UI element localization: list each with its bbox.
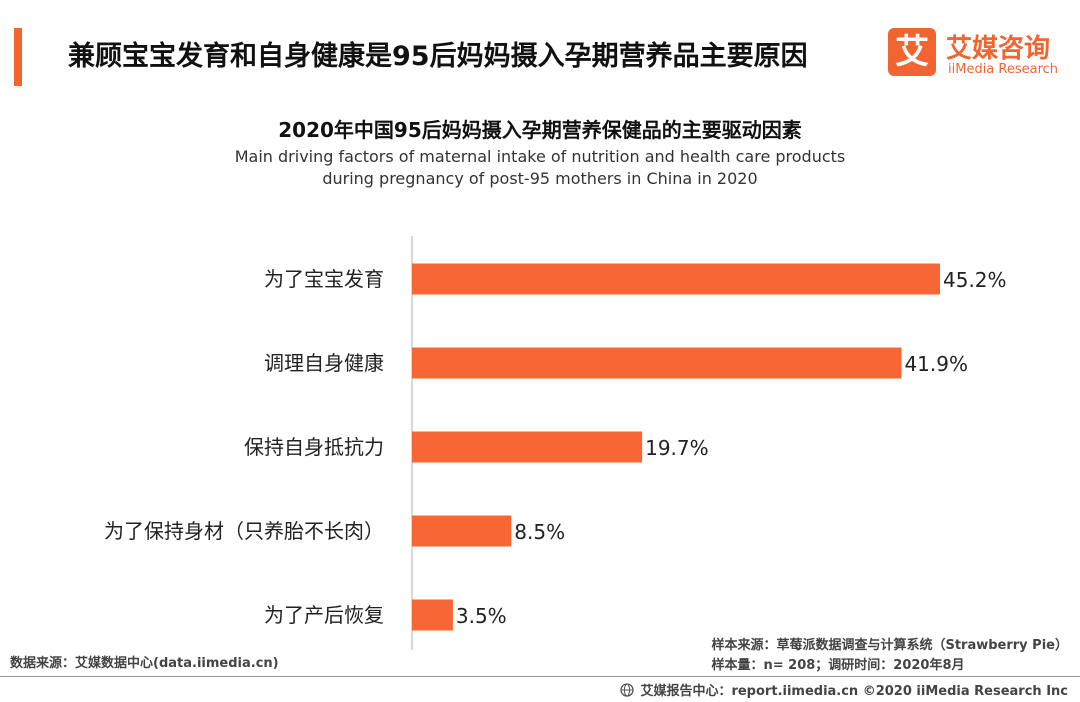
value-label-2: 19.7% — [645, 436, 709, 460]
category-label-0: 为了宝宝发育 — [264, 267, 384, 291]
chart-subtitle-line-2: during pregnancy of post-95 mothers in C… — [322, 169, 758, 188]
category-label-4: 为了产后恢复 — [264, 603, 384, 627]
globe-icon — [620, 682, 635, 697]
category-label-1: 调理自身健康 — [264, 351, 384, 375]
category-label-2: 保持自身抵抗力 — [244, 435, 384, 459]
bar-4 — [412, 599, 453, 631]
category-label-3: 为了保持身材（只养胎不长肉） — [104, 519, 384, 543]
bar-3 — [412, 515, 512, 547]
sample-source: 样本来源：草莓派数据调查与计算系统（Strawberry Pie） — [711, 638, 1068, 653]
bar-1 — [412, 347, 902, 379]
title-accent-bar — [14, 28, 22, 86]
logo-mark: 艾 — [888, 28, 936, 76]
logo-name-cn: 艾媒咨询 — [946, 34, 1051, 64]
chart-subtitle-line-1: Main driving factors of maternal intake … — [234, 147, 846, 166]
chart-title: 2020年中国95后妈妈摄入孕期营养保健品的主要驱动因素 — [278, 118, 802, 142]
value-label-0: 45.2% — [943, 268, 1007, 292]
footer-divider — [0, 676, 1080, 677]
brand-logo: 艾 艾媒咨询 iiMedia Research — [888, 28, 1068, 82]
sample-size: 样本量：n= 208；调研时间：2020年8月 — [711, 658, 965, 673]
footer: 艾媒报告中心：report.iimedia.cn ©2020 iiMedia R… — [620, 680, 1068, 699]
value-label-4: 3.5% — [456, 604, 507, 628]
bar-2 — [412, 431, 643, 463]
sample-info: 样本来源：草莓派数据调查与计算系统（Strawberry Pie） 样本量：n=… — [711, 636, 1068, 676]
chart-subtitle: Main driving factors of maternal intake … — [0, 146, 1080, 190]
footer-text: 艾媒报告中心：report.iimedia.cn ©2020 iiMedia R… — [640, 684, 1068, 699]
value-label-3: 8.5% — [514, 520, 565, 544]
bar-0 — [412, 263, 940, 295]
data-source: 数据来源：艾媒数据中心(data.iimedia.cn) — [10, 656, 279, 671]
page-title: 兼顾宝宝发育和自身健康是95后妈妈摄入孕期营养品主要原因 — [68, 41, 808, 72]
logo-name-en: iiMedia Research — [948, 62, 1059, 77]
bar-chart: 为了宝宝发育 45.2% 调理自身健康 41.9% 保持自身抵抗力 19.7% 为了保持身材… — [104, 236, 1007, 650]
value-label-1: 41.9% — [904, 352, 968, 376]
